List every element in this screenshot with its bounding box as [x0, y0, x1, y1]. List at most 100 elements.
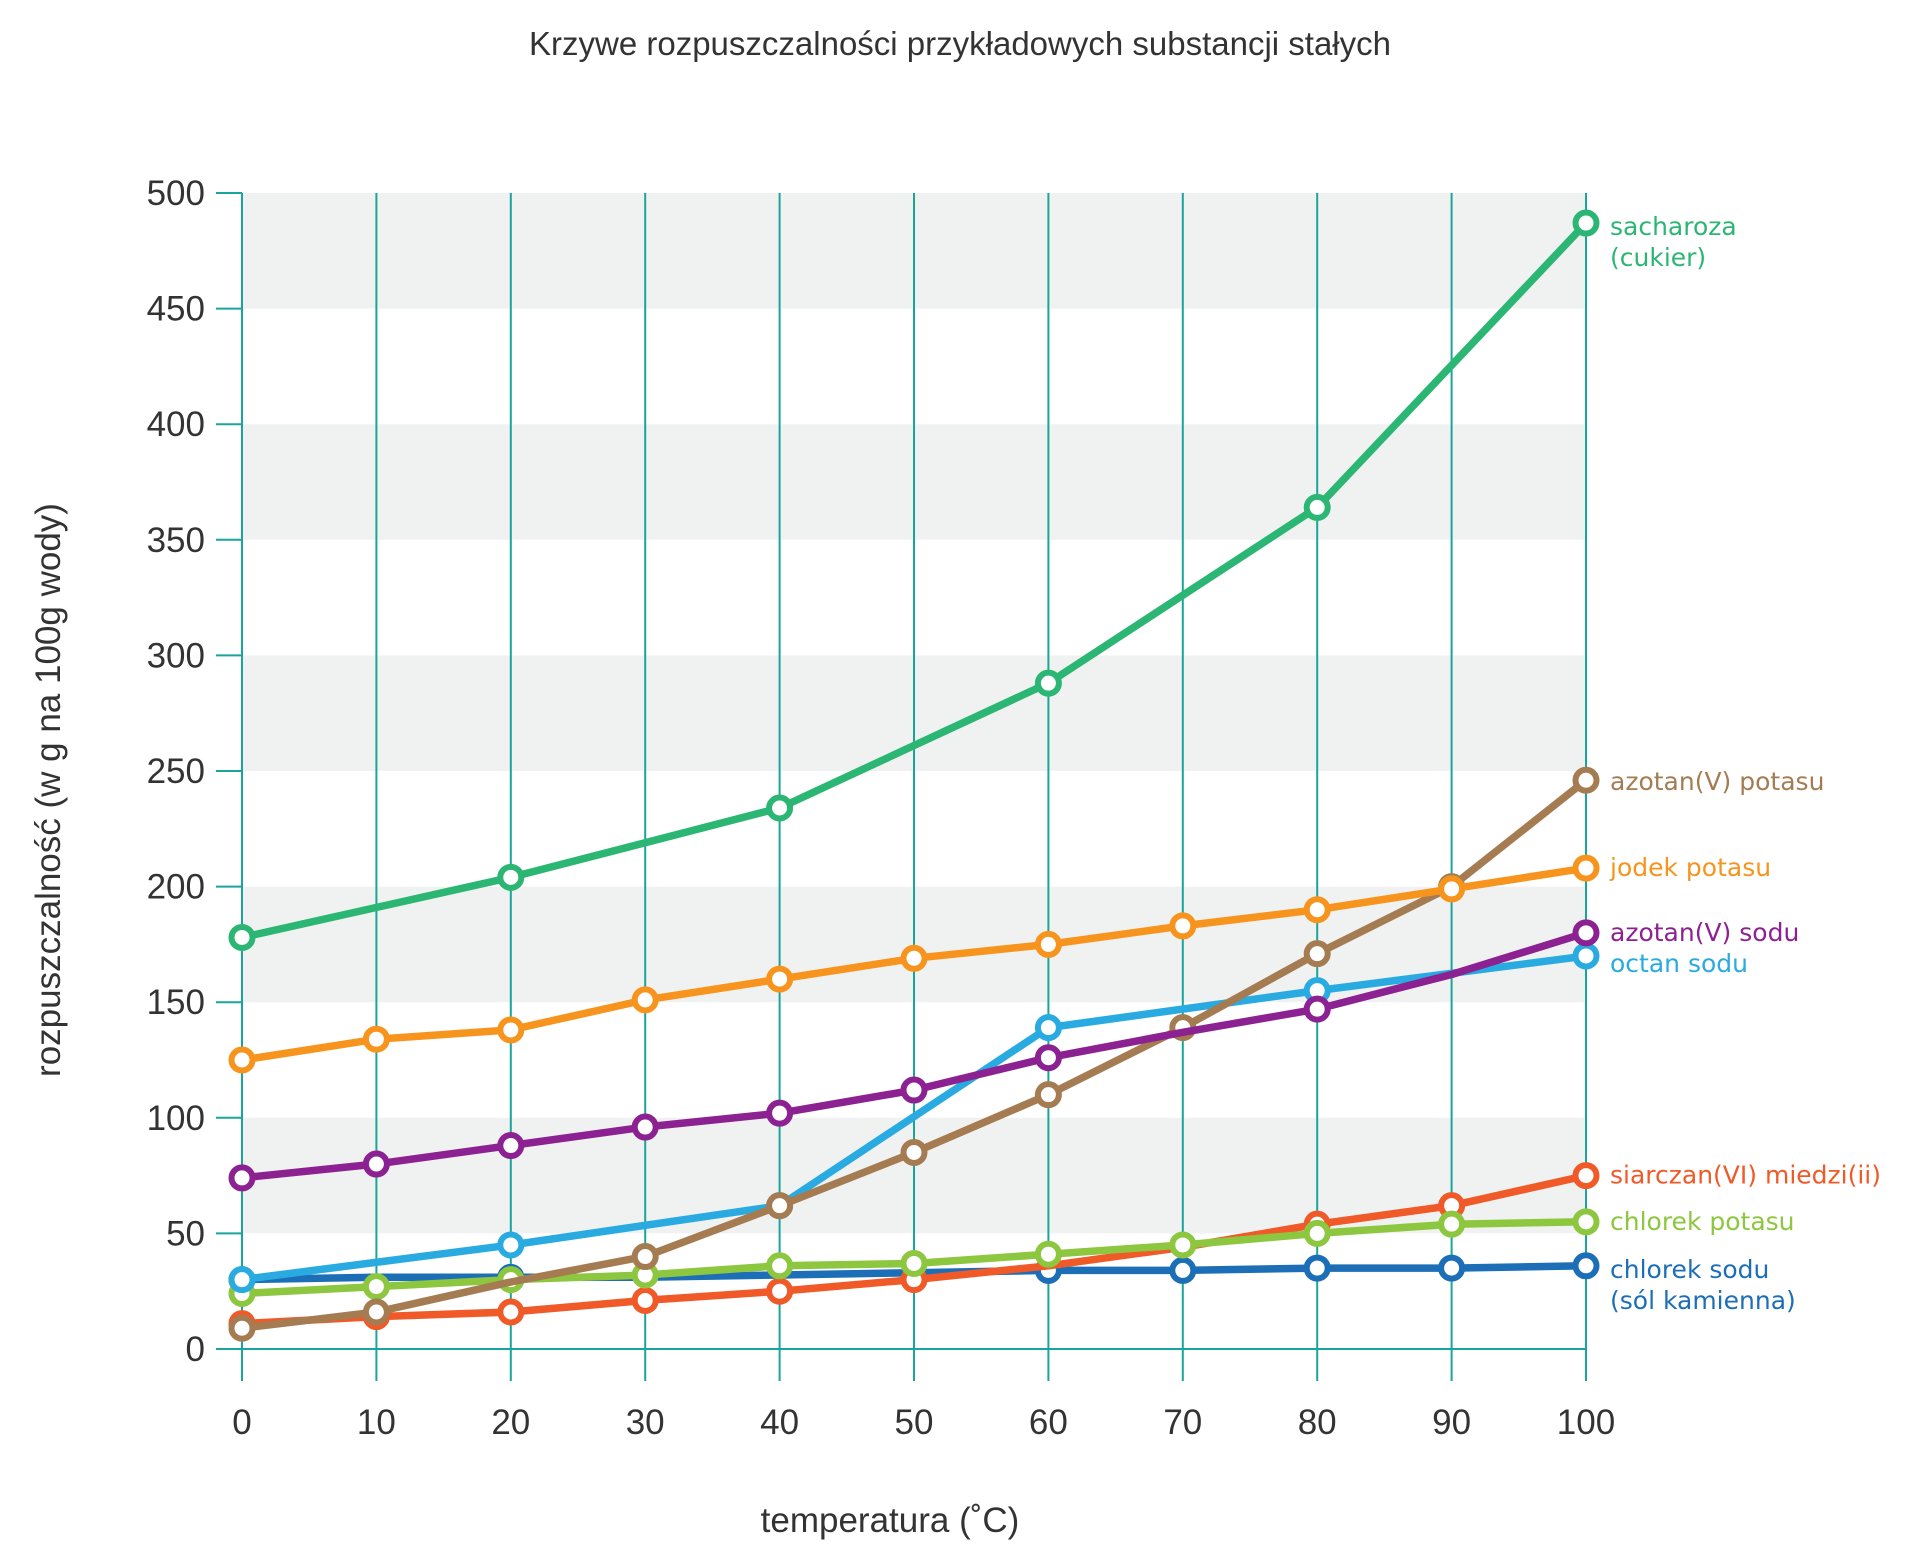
data-point-100: [1572, 1208, 1600, 1236]
y-tick-label-150: 150: [147, 983, 205, 1022]
data-point-10: [362, 1150, 390, 1178]
series-line: [238, 219, 1590, 942]
series-label-line: siarczan(VI) miedzi(ii): [1610, 1161, 1881, 1190]
series-label-line: (sól kamienna): [1610, 1286, 1796, 1315]
data-point-30: [631, 1113, 659, 1141]
x-tick-label-90: 90: [1432, 1403, 1471, 1442]
series-label-line: chlorek potasu: [1610, 1207, 1795, 1236]
data-point-60: [1034, 1044, 1062, 1072]
axes: [216, 192, 1586, 1350]
x-tick-label-80: 80: [1298, 1403, 1337, 1442]
data-point-60: [1034, 1014, 1062, 1042]
y-tick-label-450: 450: [147, 290, 205, 329]
data-point-0: [228, 1266, 256, 1294]
y-tick-label-500: 500: [147, 174, 205, 213]
data-point-60: [1034, 669, 1062, 697]
data-point-0: [228, 1314, 256, 1342]
series-label-azotan-v-sodu: azotan(V) sodu: [1610, 918, 1799, 947]
y-tick-label-350: 350: [147, 521, 205, 560]
data-point-100: [1572, 209, 1600, 237]
series-label-chlorek-sodu-s-l-kamienna: chlorek sodu (sól kamienna): [1610, 1255, 1796, 1315]
series-label-line: octan sodu: [1610, 949, 1748, 978]
series-label-line: jodek potasu: [1609, 853, 1771, 882]
data-point-90: [1438, 875, 1466, 903]
data-series: [228, 209, 1600, 1342]
y-axis-label: rozpuszczalność (w g na 100g wody): [29, 503, 68, 1077]
series-label-line: azotan(V) sodu: [1610, 918, 1799, 947]
data-point-20: [497, 1016, 525, 1044]
data-point-40: [766, 794, 794, 822]
y-tick-labels: 0 50 100 150 200 250 300 350 400 450 500: [147, 174, 205, 1369]
series-sacharoza-cukier: [228, 209, 1600, 951]
data-point-60: [1034, 930, 1062, 958]
data-point-60: [1034, 1240, 1062, 1268]
series-label-chlorek-potasu: chlorek potasu: [1610, 1207, 1795, 1236]
data-point-10: [362, 1273, 390, 1301]
series-label-line: chlorek sodu: [1610, 1255, 1769, 1284]
vertical-gridlines: [241, 193, 1587, 1381]
x-tick-label-100: 100: [1557, 1403, 1615, 1442]
data-point-50: [900, 944, 928, 972]
data-point-70: [1169, 912, 1197, 940]
y-tick-label-300: 300: [147, 636, 205, 675]
data-point-50: [900, 1076, 928, 1104]
data-point-80: [1303, 995, 1331, 1023]
data-point-80: [1303, 493, 1331, 521]
data-point-30: [631, 986, 659, 1014]
y-tick-label-100: 100: [147, 1099, 205, 1138]
data-point-0: [228, 1164, 256, 1192]
series-label-octan-sodu: octan sodu: [1610, 949, 1748, 978]
data-point-30: [631, 1243, 659, 1271]
series-chlorek-potasu: [228, 1208, 1600, 1308]
series-label-jodek-potasu: jodek potasu: [1609, 853, 1771, 882]
data-point-80: [1303, 896, 1331, 924]
data-point-100: [1572, 1162, 1600, 1190]
data-point-10: [362, 1025, 390, 1053]
series-label-line: sacharoza: [1610, 212, 1737, 241]
x-axis-label: temperatura (˚C): [761, 1501, 1020, 1540]
series-labels: chlorek sodu (sól kamienna) siarczan(VI) m…: [1609, 212, 1881, 1315]
series-label-azotan-v-potasu: azotan(V) potasu: [1610, 767, 1824, 796]
series-line: [238, 952, 1590, 1284]
data-point-20: [497, 1231, 525, 1259]
series-jodek-potasu: [228, 854, 1600, 1074]
data-point-90: [1438, 1210, 1466, 1238]
data-point-100: [1572, 942, 1600, 970]
x-tick-label-30: 30: [626, 1403, 665, 1442]
data-point-100: [1572, 854, 1600, 882]
y-tick-label-50: 50: [166, 1214, 205, 1253]
series-label-sacharoza-cukier: sacharoza (cukier): [1610, 212, 1737, 272]
data-point-40: [766, 1099, 794, 1127]
series-label-line: azotan(V) potasu: [1610, 767, 1824, 796]
series-label-line: (cukier): [1610, 243, 1706, 272]
data-point-90: [1438, 1254, 1466, 1282]
data-point-20: [497, 1298, 525, 1326]
x-tick-label-10: 10: [357, 1403, 396, 1442]
x-tick-label-70: 70: [1163, 1403, 1202, 1442]
data-point-0: [228, 923, 256, 951]
data-point-10: [362, 1298, 390, 1326]
data-point-50: [900, 1138, 928, 1166]
data-point-50: [900, 1249, 928, 1277]
chart-title: Krzywe rozpuszczalności przykładowych su…: [529, 25, 1391, 62]
data-point-80: [1303, 1219, 1331, 1247]
data-point-80: [1303, 1254, 1331, 1282]
data-point-40: [766, 1252, 794, 1280]
data-point-40: [766, 965, 794, 993]
data-point-100: [1572, 766, 1600, 794]
x-tick-labels: 0 10 20 30 40 50 60 70 80 90 100: [232, 1403, 1615, 1442]
x-tick-label-20: 20: [491, 1403, 530, 1442]
data-point-70: [1169, 1231, 1197, 1259]
x-tick-label-50: 50: [895, 1403, 934, 1442]
data-point-40: [766, 1277, 794, 1305]
data-point-20: [497, 1132, 525, 1160]
data-point-60: [1034, 1081, 1062, 1109]
y-tick-label-200: 200: [147, 868, 205, 907]
data-point-100: [1572, 1252, 1600, 1280]
data-point-40: [766, 1192, 794, 1220]
series-label-siarczan-vi-miedzi-ii: siarczan(VI) miedzi(ii): [1610, 1161, 1881, 1190]
data-point-20: [497, 863, 525, 891]
x-tick-label-60: 60: [1029, 1403, 1068, 1442]
y-tick-label-400: 400: [147, 405, 205, 444]
